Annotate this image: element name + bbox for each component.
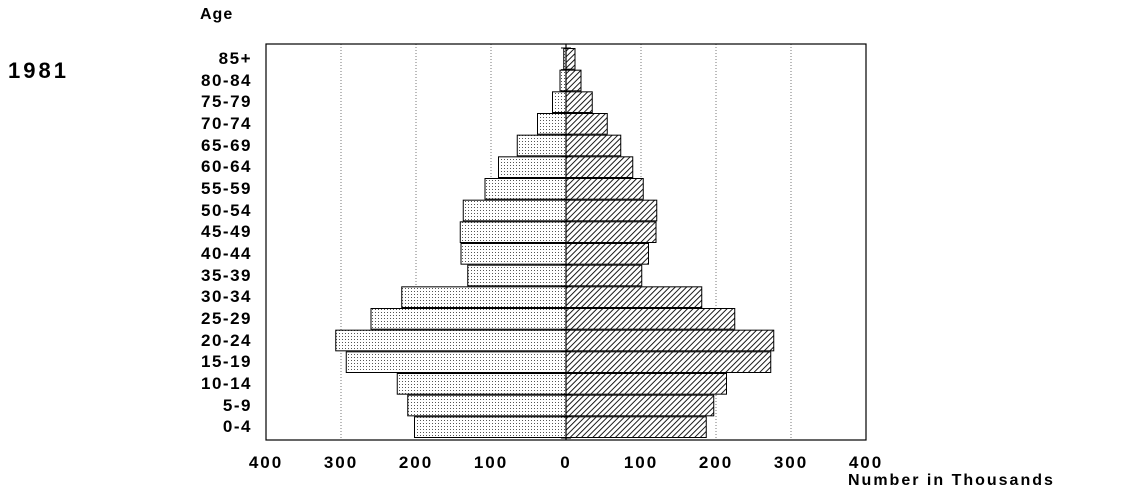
bar-left-80-84 — [559, 69, 567, 92]
bar-right-15-19 — [565, 351, 772, 374]
bar-right-75-79 — [565, 91, 593, 114]
year-label: 1981 — [8, 58, 69, 83]
bar-left-40-44 — [460, 243, 567, 265]
age-label: 0-4 — [222, 417, 252, 437]
bar-left-15-19 — [345, 351, 567, 374]
bar-right-50-54 — [565, 199, 658, 222]
x-tick-label: 200 — [399, 453, 433, 472]
x-axis-title: Number in Thousands — [848, 472, 1055, 489]
bar-left-70-74 — [537, 113, 567, 135]
x-tick-label: 100 — [624, 453, 658, 472]
bar-right-10-14 — [565, 373, 727, 395]
bar-right-45-49 — [565, 221, 657, 243]
bar-left-0-4 — [414, 416, 567, 439]
y-axis-title: Age — [200, 6, 234, 23]
age-label: 70-74 — [201, 113, 252, 133]
age-label: 5-9 — [222, 395, 252, 415]
x-tick-label: 400 — [849, 453, 883, 472]
bar-left-75-79 — [552, 91, 567, 114]
age-label: 35-39 — [201, 265, 252, 285]
bar-right-35-39 — [565, 264, 643, 287]
age-label: 60-64 — [201, 157, 252, 177]
bar-right-25-29 — [565, 308, 736, 330]
x-tick-label: 400 — [249, 453, 283, 472]
age-label: 50-54 — [201, 200, 252, 220]
bar-left-5-9 — [407, 394, 567, 417]
age-label: 80-84 — [201, 70, 252, 90]
bar-right-80-84 — [565, 69, 582, 92]
bar-left-35-39 — [467, 264, 567, 287]
bar-right-0-4 — [565, 416, 707, 439]
bar-right-20-24 — [565, 329, 775, 352]
bar-right-65-69 — [565, 134, 622, 157]
bar-right-55-59 — [565, 178, 644, 200]
age-label: 75-79 — [201, 92, 252, 112]
bar-right-85+ — [565, 48, 576, 70]
x-tick-label: 200 — [699, 453, 733, 472]
bar-left-45-49 — [459, 221, 567, 243]
bar-left-60-64 — [498, 156, 567, 178]
age-label: 10-14 — [201, 373, 252, 393]
age-label: 55-59 — [201, 178, 252, 198]
bar-left-65-69 — [516, 134, 567, 157]
bar-right-5-9 — [565, 394, 715, 417]
bar-right-60-64 — [565, 156, 634, 178]
age-label: 40-44 — [201, 243, 252, 263]
x-tick-label: 0 — [560, 453, 571, 472]
age-label: 45-49 — [201, 222, 252, 242]
bar-left-30-34 — [401, 286, 567, 309]
age-label: 65-69 — [201, 135, 252, 155]
age-label: 20-24 — [201, 330, 252, 350]
bar-right-30-34 — [565, 286, 703, 309]
age-label: 85+ — [218, 48, 252, 68]
x-tick-labels: 400 300 200 100 0 100 200 300 400 — [249, 453, 883, 472]
bar-left-20-24 — [335, 329, 567, 352]
bar-right-40-44 — [565, 243, 649, 265]
bar-left-50-54 — [462, 199, 567, 222]
bars — [335, 48, 775, 439]
bar-left-55-59 — [484, 178, 567, 200]
age-label: 25-29 — [201, 308, 252, 328]
bar-left-10-14 — [396, 373, 567, 395]
age-label: 15-19 — [201, 352, 252, 372]
bar-left-25-29 — [370, 308, 567, 330]
x-tick-label: 100 — [474, 453, 508, 472]
x-tick-label: 300 — [324, 453, 358, 472]
bar-right-70-74 — [565, 113, 608, 135]
x-tick-label: 300 — [774, 453, 808, 472]
age-label: 30-34 — [201, 287, 252, 307]
plot-frame — [265, 43, 867, 441]
